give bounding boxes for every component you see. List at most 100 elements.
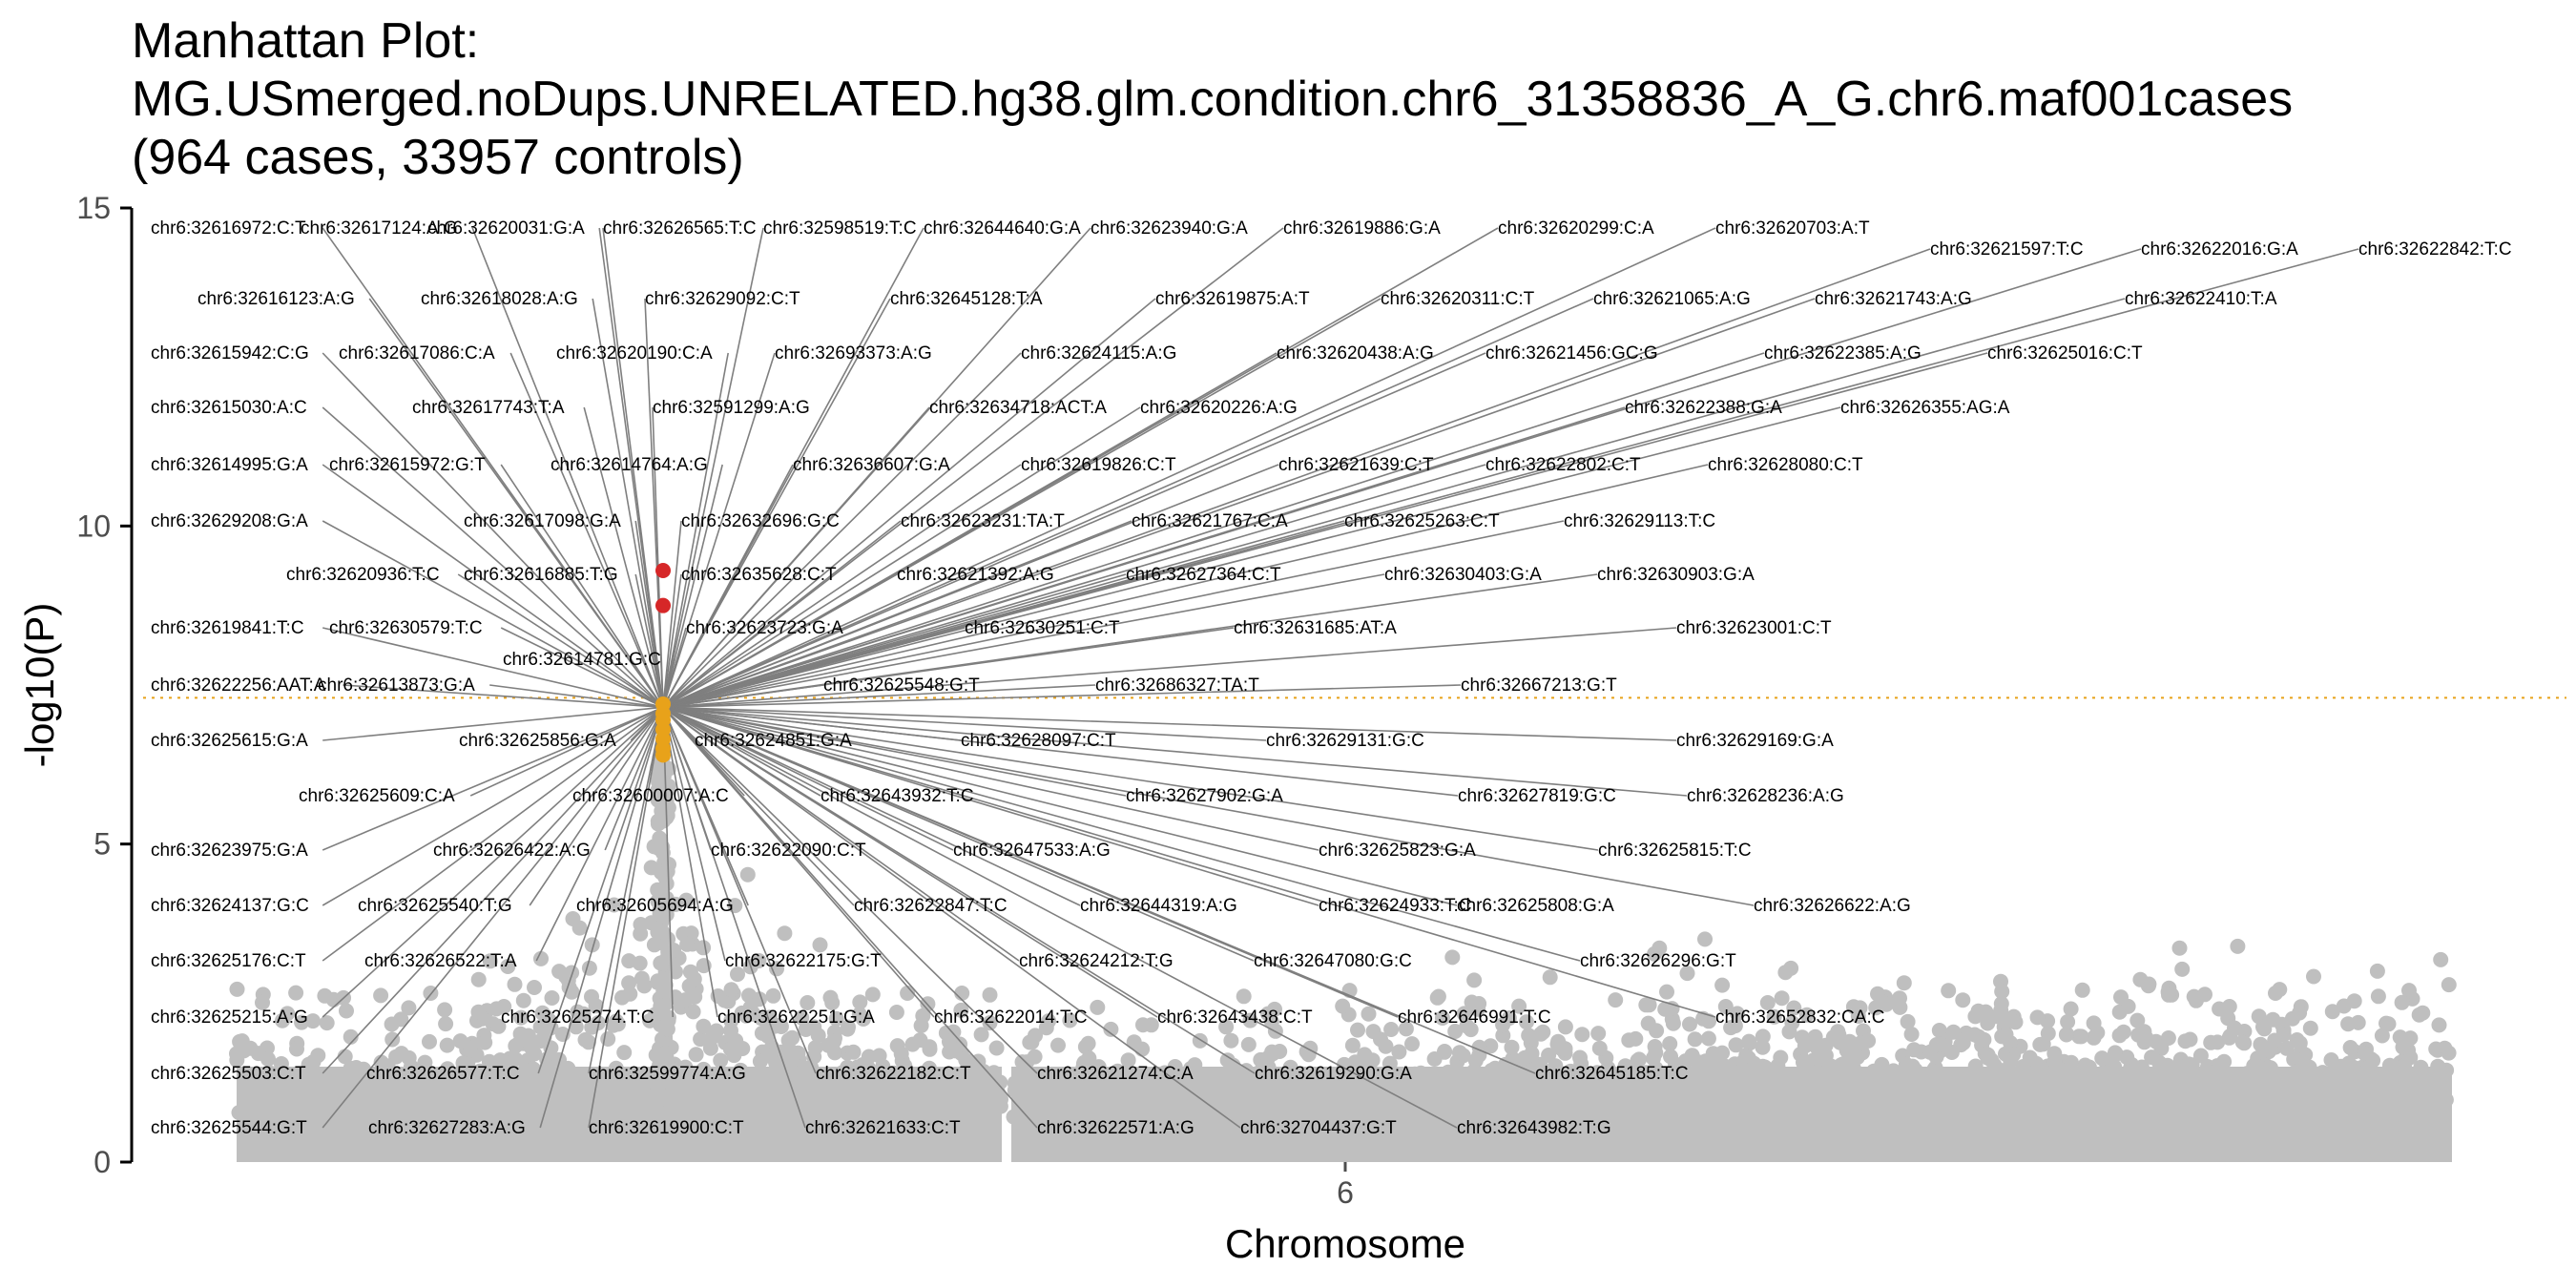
leader-line — [529, 706, 664, 906]
highlight-points — [655, 563, 671, 763]
background-point — [1404, 1036, 1420, 1052]
snp-label: chr6:32613873:G:A — [318, 675, 475, 696]
leader-line — [662, 707, 726, 962]
background-point — [229, 1052, 245, 1069]
leader-line — [500, 464, 664, 708]
background-point — [1495, 1017, 1511, 1033]
snp-label: chr6:32615972:G:T — [329, 455, 486, 475]
leader-line — [588, 707, 664, 1074]
leader-line — [662, 464, 1022, 708]
snp-label: chr6:32614995:G:A — [151, 455, 308, 475]
background-point — [2306, 968, 2321, 985]
background-point — [1879, 996, 1895, 1012]
background-point — [2058, 1027, 2074, 1043]
snp-label: chr6:32600007:A:C — [572, 786, 729, 806]
leader-line — [662, 627, 966, 709]
background-point — [544, 990, 560, 1006]
leader-line — [662, 706, 1599, 851]
background-point — [500, 959, 516, 974]
background-point — [2324, 1004, 2340, 1020]
background-point — [1383, 1022, 1400, 1037]
background-point — [1126, 1034, 1142, 1050]
background-point — [723, 982, 739, 998]
background-point — [610, 1016, 626, 1032]
snp-label: chr6:32626296:G:T — [1580, 951, 1736, 971]
background-point — [1766, 1008, 1782, 1025]
background-point — [1456, 1006, 1472, 1022]
background-point — [1590, 1026, 1607, 1042]
background-point — [654, 758, 671, 774]
snp-label: chr6:32619875:A:T — [1155, 289, 1310, 309]
background-point — [1521, 1028, 1537, 1044]
background-point — [913, 1018, 929, 1033]
leader-line — [662, 298, 1594, 709]
background-point — [1922, 1044, 1938, 1060]
leader-line — [662, 627, 1677, 709]
background-point — [1697, 1053, 1714, 1070]
leader-line — [662, 706, 1677, 741]
snp-label: chr6:32667213:G:T — [1461, 675, 1617, 696]
background-point — [1903, 1027, 1920, 1042]
background-point — [470, 971, 487, 987]
background-point — [275, 1012, 290, 1028]
leader-line — [662, 706, 1536, 1074]
background-point — [2094, 1050, 2110, 1067]
snp-label: chr6:32616972:C:T — [151, 218, 306, 239]
leader-line — [662, 706, 1755, 906]
background-point — [861, 1049, 877, 1065]
snp-label: chr6:32617743:T:A — [412, 398, 565, 418]
snp-label: chr6:32619826:C:T — [1021, 455, 1176, 475]
snp-label: chr6:32615942:C:G — [151, 343, 309, 364]
snp-label: chr6:32625856:G:A — [459, 731, 616, 751]
background-point — [1019, 1054, 1035, 1070]
background-point — [1663, 1049, 1678, 1065]
leader-line — [662, 520, 902, 708]
background-point — [2379, 1015, 2394, 1031]
snp-label: chr6:32630903:G:A — [1597, 565, 1755, 585]
background-point — [1434, 1010, 1450, 1026]
snp-label: chr6:32625176:C:T — [151, 951, 306, 971]
background-point — [1931, 1023, 1947, 1038]
background-point — [2216, 1053, 2233, 1070]
snp-label: chr6:32617098:G:A — [464, 511, 621, 531]
snp-label: chr6:32620226:A:G — [1140, 398, 1298, 418]
background-point — [982, 1015, 998, 1031]
background-point — [765, 987, 781, 1004]
snp-label: chr6:32643932:T:C — [821, 786, 974, 806]
background-point — [1849, 1049, 1865, 1066]
background-point — [1361, 1006, 1377, 1022]
background-point — [812, 937, 828, 953]
snp-label: chr6:32625274:T:C — [501, 1008, 654, 1028]
snp-label: chr6:32621633:C:T — [805, 1118, 961, 1138]
background-point — [1798, 1007, 1815, 1023]
leader-line — [469, 706, 664, 797]
background-point — [1841, 1033, 1858, 1049]
background-point — [2394, 994, 2410, 1010]
x-axis-label: Chromosome — [1225, 1221, 1465, 1266]
snp-label: chr6:32617124:A:G — [301, 218, 458, 239]
snp-label: chr6:32591299:A:G — [653, 398, 810, 418]
label-leader-lines — [322, 227, 2359, 1129]
leader-line — [662, 406, 1141, 709]
background-point — [600, 1031, 616, 1047]
background-point — [1659, 984, 1674, 1000]
significant-point — [655, 563, 671, 578]
background-point — [1077, 1039, 1093, 1055]
background-point — [742, 1000, 758, 1015]
background-point — [708, 1023, 724, 1039]
background-point — [2063, 1001, 2079, 1017]
background-point — [1135, 1017, 1151, 1033]
leader-line — [662, 520, 1565, 709]
background-point — [973, 1027, 989, 1043]
background-point — [2272, 982, 2288, 998]
background-point — [2148, 1033, 2164, 1049]
background-point — [1022, 1034, 1038, 1050]
background-point — [2342, 1040, 2358, 1055]
background-point — [828, 1010, 844, 1027]
snp-label: chr6:32627283:A:G — [368, 1118, 526, 1138]
background-point — [577, 1031, 593, 1048]
background-point — [826, 1033, 842, 1049]
leader-line — [662, 706, 1081, 906]
snp-label: chr6:32626622:A:G — [1754, 896, 1911, 916]
